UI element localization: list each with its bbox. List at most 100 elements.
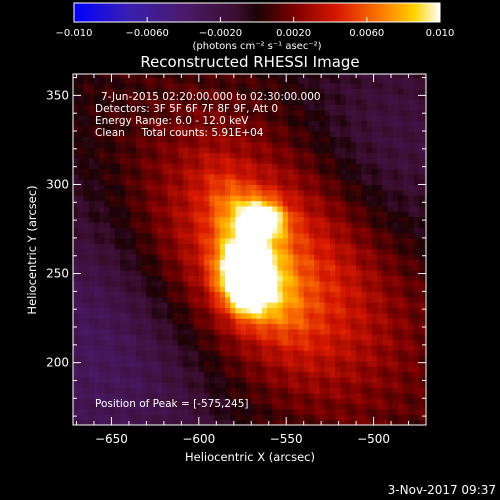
heatmap-cell <box>141 179 147 186</box>
heatmap-cell <box>141 328 147 335</box>
heatmap-cell <box>162 173 168 180</box>
heatmap-cell <box>177 286 184 292</box>
heatmap-cell <box>329 88 336 95</box>
heatmap-cell <box>146 355 153 362</box>
heatmap-cell <box>146 259 153 266</box>
heatmap-cell <box>104 147 111 153</box>
heatmap-cell <box>214 163 221 170</box>
heatmap-cell <box>408 318 415 325</box>
heatmap-cell <box>130 141 137 148</box>
heatmap-cell <box>256 307 263 314</box>
heatmap-cell <box>424 163 426 170</box>
heatmap-cell <box>366 114 373 121</box>
heatmap-cell <box>371 74 378 79</box>
heatmap-cell <box>272 93 279 100</box>
heatmap-cell <box>177 408 184 415</box>
heatmap-cell <box>319 88 326 95</box>
heatmap-cell <box>230 98 237 105</box>
heatmap-cell <box>104 157 111 164</box>
heatmap-cell <box>340 312 347 319</box>
heatmap-cell <box>419 366 425 373</box>
heatmap-cell <box>308 275 315 282</box>
heatmap-cell <box>83 275 90 282</box>
heatmap-cell <box>413 334 420 341</box>
heatmap-cell <box>172 291 179 298</box>
heatmap-cell <box>120 82 127 89</box>
heatmap-cell <box>209 147 216 153</box>
heatmap-cell <box>329 408 336 415</box>
heatmap-cell <box>88 163 95 170</box>
heatmap-cell <box>398 280 404 287</box>
heatmap-cell <box>209 275 216 282</box>
heatmap-cell <box>230 136 237 143</box>
heatmap-cell <box>104 227 111 234</box>
heatmap-cell <box>288 425 294 431</box>
heatmap-cell <box>151 120 158 127</box>
heatmap-cell <box>209 189 216 196</box>
heatmap-cell <box>214 382 221 389</box>
heatmap-cell <box>298 173 305 180</box>
heatmap-cell <box>73 77 79 84</box>
heatmap-cell <box>73 184 79 191</box>
heatmap-cell <box>261 163 268 170</box>
heatmap-cell <box>398 157 404 164</box>
heatmap-cell <box>162 131 168 137</box>
heatmap-cell <box>83 221 90 228</box>
heatmap-cell <box>219 414 226 421</box>
heatmap-cell <box>177 98 184 105</box>
heatmap-cell <box>172 77 179 84</box>
heatmap-cell <box>298 259 305 266</box>
heatmap-cell <box>335 184 341 191</box>
heatmap-cell <box>246 216 252 223</box>
heatmap-cell <box>141 195 147 202</box>
heatmap-cell <box>125 264 132 271</box>
heatmap-cell <box>235 291 242 298</box>
heatmap-cell <box>130 248 137 255</box>
heatmap-cell <box>366 392 373 399</box>
heatmap-cell <box>308 109 315 116</box>
heatmap-cell <box>387 216 394 223</box>
heatmap-cell <box>151 344 158 351</box>
heatmap-cell <box>287 221 294 228</box>
heatmap-cell <box>151 141 158 148</box>
heatmap-cell <box>413 136 420 143</box>
heatmap-cell <box>403 344 410 351</box>
heatmap-cell <box>183 392 189 399</box>
heatmap-cell <box>424 211 426 218</box>
heatmap-cell <box>398 189 404 196</box>
heatmap-cell <box>424 77 426 84</box>
heatmap-cell <box>99 243 106 250</box>
heatmap-cell <box>261 334 268 341</box>
heatmap-cell <box>225 205 231 212</box>
heatmap-cell <box>93 286 100 292</box>
heatmap-cell <box>251 307 258 314</box>
heatmap-cell <box>251 179 258 186</box>
heatmap-cell <box>162 243 168 250</box>
heatmap-cell <box>83 360 90 367</box>
heatmap-cell <box>135 334 142 341</box>
heatmap-cell <box>335 211 341 218</box>
heatmap-cell <box>198 173 205 180</box>
heatmap-cell <box>73 259 79 266</box>
heatmap-cell <box>413 339 420 346</box>
heatmap-cell <box>78 350 85 357</box>
heatmap-cell <box>392 136 399 143</box>
heatmap-cell <box>141 189 147 196</box>
heatmap-cell <box>266 376 273 383</box>
heatmap-cell <box>308 93 315 100</box>
heatmap-cell <box>356 131 362 137</box>
heatmap-cell <box>430 302 436 308</box>
heatmap-cell <box>345 179 352 186</box>
heatmap-cell <box>141 318 147 325</box>
heatmap-cell <box>146 93 153 100</box>
heatmap-cell <box>419 286 425 292</box>
heatmap-cell <box>366 318 373 325</box>
heatmap-cell <box>99 93 106 100</box>
heatmap-cell <box>282 280 289 287</box>
heatmap-cell <box>350 157 357 164</box>
heatmap-cell <box>156 403 163 410</box>
heatmap-cell <box>225 179 231 186</box>
heatmap-cell <box>356 344 362 351</box>
heatmap-cell <box>408 371 415 378</box>
heatmap-cell <box>146 232 153 239</box>
